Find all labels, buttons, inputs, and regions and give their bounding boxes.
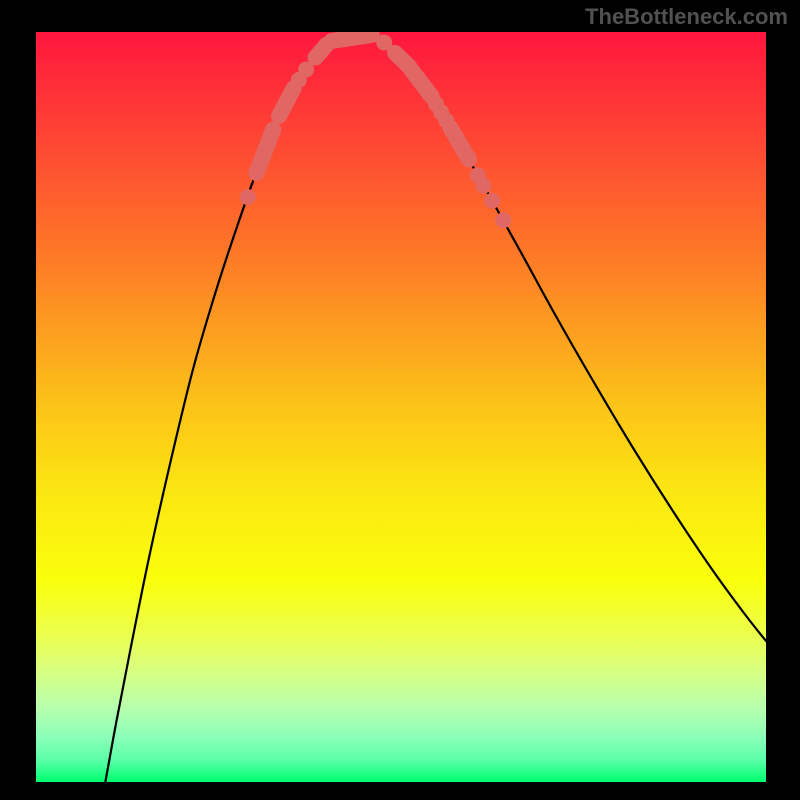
plot-area <box>36 32 766 782</box>
attribution-text: TheBottleneck.com <box>585 4 788 30</box>
chart-svg <box>36 32 766 782</box>
marker-capsule <box>316 45 327 58</box>
marker-point <box>240 189 256 205</box>
marker-point <box>484 193 500 209</box>
gradient-background <box>36 32 766 782</box>
marker-capsule <box>332 35 372 41</box>
marker-point <box>495 212 511 228</box>
chart-frame: TheBottleneck.com <box>0 0 800 800</box>
marker-point <box>475 178 491 194</box>
